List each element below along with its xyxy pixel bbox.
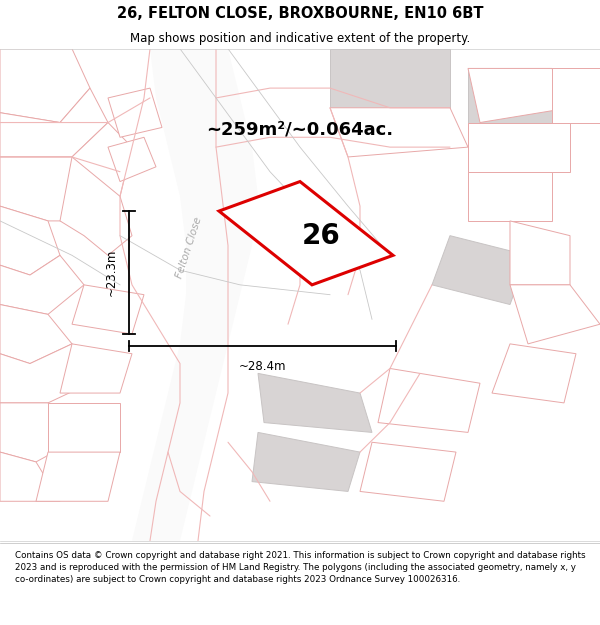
Polygon shape [0,256,84,314]
Polygon shape [132,49,258,541]
Polygon shape [108,88,162,138]
Polygon shape [510,285,600,344]
Text: ~23.3m: ~23.3m [104,249,118,296]
Text: 26: 26 [302,222,340,249]
Polygon shape [552,68,600,122]
Polygon shape [0,403,72,462]
Polygon shape [0,452,60,501]
Polygon shape [0,88,108,157]
Polygon shape [432,236,528,304]
Text: Felton Close: Felton Close [175,216,203,280]
Polygon shape [0,122,132,221]
Polygon shape [72,285,144,334]
Polygon shape [60,157,132,256]
Polygon shape [468,68,570,122]
Polygon shape [219,181,393,285]
Polygon shape [468,172,552,221]
Polygon shape [252,432,360,491]
Polygon shape [0,49,90,122]
Polygon shape [330,107,468,157]
Text: ~28.4m: ~28.4m [239,359,286,372]
Polygon shape [492,344,576,403]
Polygon shape [378,369,480,432]
Text: Map shows position and indicative extent of the property.: Map shows position and indicative extent… [130,31,470,44]
Polygon shape [468,122,570,172]
Text: 26, FELTON CLOSE, BROXBOURNE, EN10 6BT: 26, FELTON CLOSE, BROXBOURNE, EN10 6BT [117,6,483,21]
Polygon shape [36,452,120,501]
Polygon shape [108,138,156,181]
Polygon shape [330,49,450,108]
Polygon shape [60,344,132,393]
Polygon shape [48,403,120,452]
Polygon shape [0,304,72,364]
Polygon shape [468,68,552,122]
Polygon shape [510,221,570,285]
Polygon shape [0,206,60,275]
Polygon shape [360,442,456,501]
Polygon shape [258,373,372,432]
Text: ~259m²/~0.064ac.: ~259m²/~0.064ac. [206,121,394,139]
Polygon shape [0,344,90,403]
Text: Contains OS data © Crown copyright and database right 2021. This information is : Contains OS data © Crown copyright and d… [15,551,586,584]
